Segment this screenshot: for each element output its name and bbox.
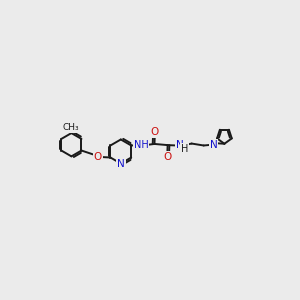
Text: N: N (176, 140, 184, 151)
Text: O: O (93, 152, 102, 162)
Text: N: N (117, 160, 125, 170)
Text: CH₃: CH₃ (63, 123, 79, 132)
Text: N: N (210, 140, 218, 150)
Text: H: H (181, 144, 188, 154)
Text: NH: NH (134, 140, 149, 150)
Text: O: O (163, 152, 171, 162)
Text: O: O (151, 127, 159, 137)
